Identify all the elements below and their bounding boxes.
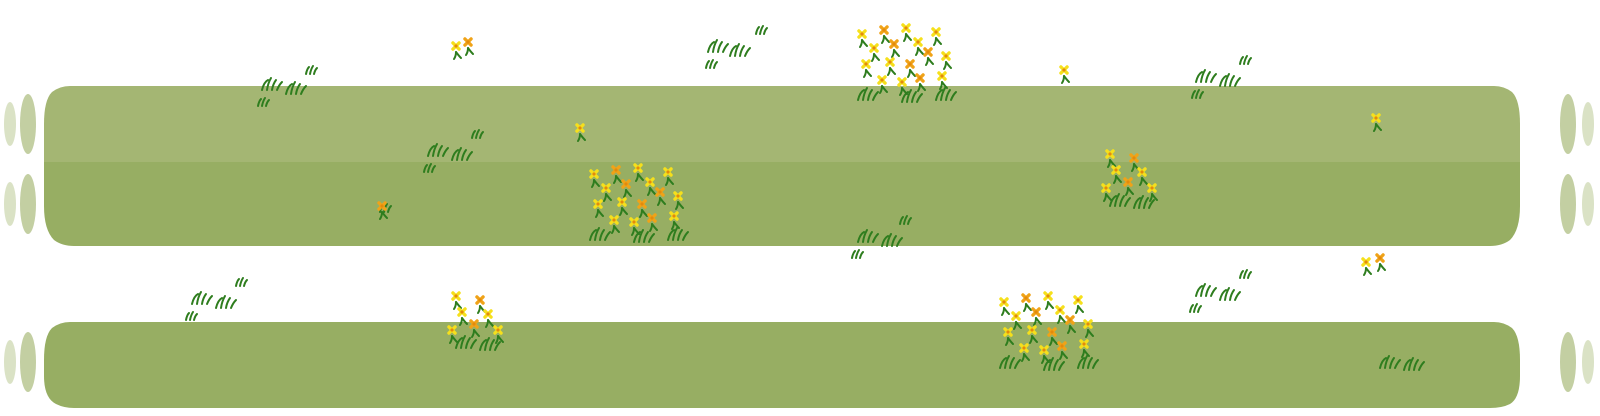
grass-band-bottom <box>4 322 1594 408</box>
grass-band-top <box>4 86 1594 246</box>
